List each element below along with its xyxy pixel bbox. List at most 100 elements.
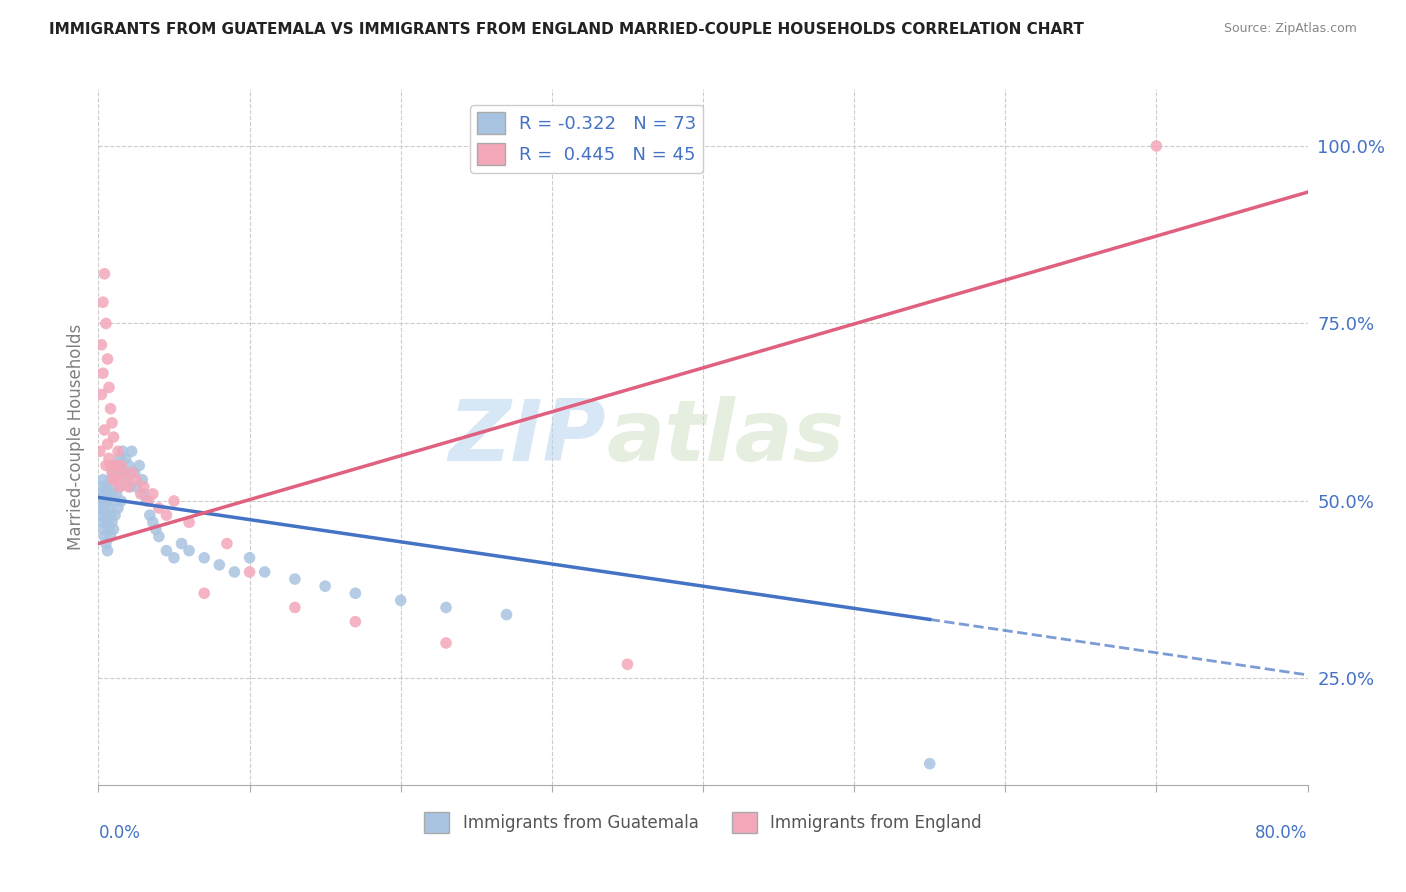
- Point: [104, 508, 127, 523]
- Point: [193, 550, 215, 565]
- Point: [103, 522, 125, 536]
- Point: [94, 317, 117, 331]
- Text: Source: ZipAtlas.com: Source: ZipAtlas.com: [1223, 22, 1357, 36]
- Point: [125, 473, 148, 487]
- Point: [239, 565, 262, 579]
- Point: [101, 416, 124, 430]
- Point: [94, 508, 117, 523]
- Point: [98, 451, 121, 466]
- Point: [314, 579, 336, 593]
- Point: [129, 487, 152, 501]
- Point: [148, 501, 170, 516]
- Point: [91, 295, 114, 310]
- Point: [89, 487, 111, 501]
- Point: [100, 529, 122, 543]
- Point: [89, 444, 111, 458]
- Point: [215, 536, 238, 550]
- Point: [98, 501, 121, 516]
- Point: [93, 501, 115, 516]
- Point: [94, 480, 117, 494]
- Point: [93, 529, 115, 543]
- Point: [107, 444, 129, 458]
- Text: atlas: atlas: [606, 395, 845, 479]
- Point: [163, 550, 186, 565]
- Point: [118, 480, 141, 494]
- Point: [96, 487, 118, 501]
- Point: [118, 458, 141, 473]
- Point: [1144, 139, 1167, 153]
- Point: [103, 466, 125, 480]
- Point: [344, 615, 367, 629]
- Point: [179, 543, 201, 558]
- Point: [103, 494, 125, 508]
- Point: [93, 423, 115, 437]
- Point: [163, 494, 186, 508]
- Point: [170, 536, 193, 550]
- Point: [918, 756, 941, 771]
- Point: [208, 558, 231, 572]
- Point: [114, 451, 136, 466]
- Point: [148, 529, 170, 543]
- Point: [98, 480, 121, 494]
- Point: [434, 600, 457, 615]
- Point: [90, 508, 112, 523]
- Point: [91, 366, 114, 380]
- Point: [616, 657, 638, 672]
- Point: [96, 437, 118, 451]
- Point: [193, 586, 215, 600]
- Point: [142, 487, 165, 501]
- Text: 0.0%: 0.0%: [98, 824, 141, 842]
- Point: [139, 508, 162, 523]
- Point: [132, 480, 155, 494]
- Point: [105, 458, 128, 473]
- Point: [101, 487, 124, 501]
- Point: [128, 458, 150, 473]
- Point: [145, 522, 167, 536]
- Point: [107, 501, 129, 516]
- Point: [224, 565, 246, 579]
- Point: [495, 607, 517, 622]
- Point: [94, 494, 117, 508]
- Point: [93, 267, 115, 281]
- Point: [104, 473, 127, 487]
- Point: [107, 466, 129, 480]
- Point: [101, 466, 124, 480]
- Point: [284, 600, 307, 615]
- Point: [110, 458, 132, 473]
- Point: [89, 501, 111, 516]
- Point: [96, 543, 118, 558]
- Point: [108, 480, 131, 494]
- Point: [100, 473, 122, 487]
- Point: [90, 338, 112, 352]
- Point: [108, 451, 131, 466]
- Point: [104, 473, 127, 487]
- Point: [136, 494, 159, 508]
- Point: [112, 466, 135, 480]
- Text: IMMIGRANTS FROM GUATEMALA VS IMMIGRANTS FROM ENGLAND MARRIED-COUPLE HOUSEHOLDS C: IMMIGRANTS FROM GUATEMALA VS IMMIGRANTS …: [49, 22, 1084, 37]
- Point: [96, 351, 118, 366]
- Point: [120, 480, 142, 494]
- Point: [100, 401, 122, 416]
- Point: [90, 494, 112, 508]
- Point: [103, 430, 125, 444]
- Point: [135, 494, 157, 508]
- Point: [121, 466, 143, 480]
- Point: [94, 536, 117, 550]
- Point: [142, 516, 165, 530]
- Point: [100, 458, 122, 473]
- Point: [110, 458, 132, 473]
- Point: [105, 487, 128, 501]
- Point: [98, 522, 121, 536]
- Point: [105, 458, 128, 473]
- Point: [90, 480, 112, 494]
- Point: [93, 487, 115, 501]
- Point: [111, 466, 134, 480]
- Point: [132, 487, 155, 501]
- Point: [124, 466, 146, 480]
- Point: [100, 508, 122, 523]
- Point: [91, 522, 114, 536]
- Point: [125, 480, 148, 494]
- Point: [101, 516, 124, 530]
- Point: [91, 494, 114, 508]
- Y-axis label: Married-couple Households: Married-couple Households: [66, 324, 84, 550]
